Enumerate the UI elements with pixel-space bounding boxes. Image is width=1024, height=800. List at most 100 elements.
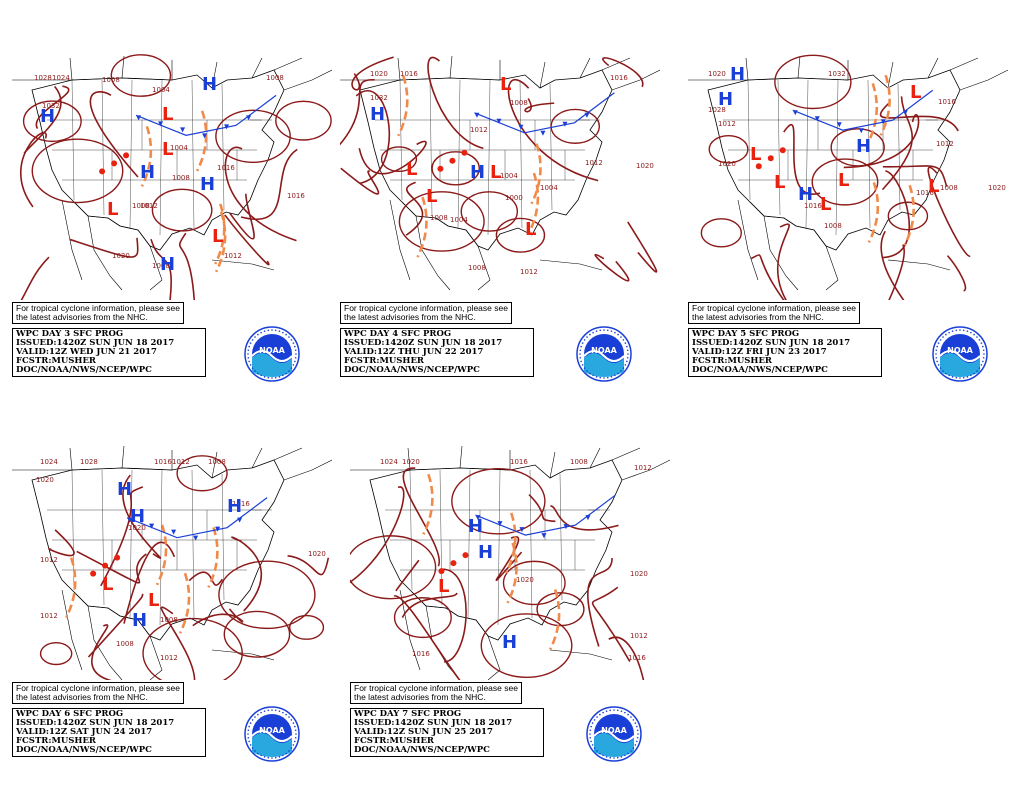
isobar-line <box>22 100 82 143</box>
isobar-line <box>35 85 70 130</box>
high-pressure-symbol: H <box>470 162 485 183</box>
tropical-note-line1: For tropical cyclone information, please… <box>16 683 180 693</box>
isobar-line <box>160 606 196 680</box>
cold-front-pip <box>193 535 199 541</box>
isobar-line <box>340 79 375 146</box>
prog-title: WPC DAY 6 SFC PROG <box>16 709 124 719</box>
isobar-line <box>774 54 852 110</box>
cold-front <box>135 94 277 136</box>
prog-title: WPC DAY 5 SFC PROG <box>692 329 800 339</box>
high-pressure-symbol: H <box>160 254 175 275</box>
isobar-label: 1008 <box>116 640 134 648</box>
tropical-cyclone-note: For tropical cyclone information, please… <box>340 302 512 324</box>
isobar-line <box>536 592 585 627</box>
isobar-line <box>224 146 297 242</box>
tropical-cyclone-note: For tropical cyclone information, please… <box>12 302 184 324</box>
trough-line <box>867 181 880 243</box>
isobar-line <box>218 560 316 630</box>
cold-front-pip <box>171 529 177 535</box>
cold-front-pip <box>562 121 568 127</box>
panel-day3: 1028 1024 1032 1008 1004 1004 1008 1012 1016 1008… <box>12 50 342 410</box>
cold-front-pip <box>585 515 591 521</box>
isobar-line <box>142 617 243 680</box>
isobar-line <box>550 108 601 144</box>
isobar-line <box>179 232 195 300</box>
trough-line <box>178 572 191 634</box>
trough-line <box>195 110 208 172</box>
warm-front-pip <box>90 570 97 577</box>
noaa-logo-container: NOAA <box>244 706 300 766</box>
isobar-line <box>495 217 546 253</box>
cold-front-pip <box>496 118 502 124</box>
isobar-label: 1004 <box>500 172 518 180</box>
trough-line <box>155 524 168 586</box>
isobar-label: 1020 <box>988 184 1006 192</box>
noaa-logo: NOAA <box>244 706 300 762</box>
isobar-line <box>811 158 879 206</box>
isobar-line <box>776 223 790 300</box>
warm-front-pip <box>779 147 786 154</box>
trough-line <box>506 542 518 604</box>
isobar-line <box>224 214 270 266</box>
isobar-label: 1012 <box>630 632 648 640</box>
valid-time: VALID:12Z WED JUN 21 2017 <box>16 347 157 357</box>
low-pressure-symbol: L <box>490 162 501 183</box>
isobar-label: 1020 <box>308 550 326 558</box>
panel-day4: 1020 1016 1032 1012 1008 1004 1000 1004 1012 1016… <box>340 50 670 410</box>
surface-map: 1024 1020 1016 1008 1012 1020 1016 1012 1020 1016… <box>350 445 671 680</box>
low-pressure-symbol: L <box>910 82 921 103</box>
isobar-line <box>100 486 144 587</box>
isobar-label: 1008 <box>940 184 958 192</box>
high-pressure-symbol: H <box>468 516 483 537</box>
isobar-label: 1012 <box>40 556 58 564</box>
valid-time: VALID:12Z SAT JUN 24 2017 <box>16 727 153 737</box>
trough-line <box>530 143 542 205</box>
low-pressure-symbol: L <box>162 104 173 125</box>
cold-front <box>792 89 934 131</box>
isobar-line <box>110 54 172 97</box>
isobar-label: 1008 <box>510 99 528 107</box>
surface-map: 1020 101610321012100810041000100410121016… <box>340 55 660 291</box>
high-pressure-symbol: H <box>478 542 493 563</box>
isobar-line <box>594 253 630 282</box>
isobar-line <box>87 593 144 658</box>
trough-line <box>903 184 915 246</box>
cold-front-pip <box>474 112 480 118</box>
high-pressure-symbol: H <box>856 136 871 157</box>
warm-front-pip <box>102 562 109 569</box>
cold-front-pip <box>880 119 886 125</box>
isobar-label: 1028 <box>34 74 52 82</box>
valid-time: VALID:12Z FRI JUN 23 2017 <box>692 347 827 357</box>
prog-title: WPC DAY 3 SFC PROG <box>16 329 124 339</box>
noaa-logo: NOAA <box>244 326 300 382</box>
isobar-line <box>23 85 62 154</box>
low-pressure-symbol: L <box>426 186 437 207</box>
high-pressure-symbol: H <box>730 64 745 85</box>
warm-front-pip <box>438 568 445 575</box>
isobar-label: 1016 <box>287 192 305 200</box>
valid-time: VALID:12Z SUN JUN 25 2017 <box>354 727 493 737</box>
noaa-logo: NOAA <box>932 326 988 382</box>
isobar-line <box>587 558 613 647</box>
cold-front <box>126 497 268 539</box>
cold-front-pip <box>180 127 186 133</box>
issued-time: ISSUED:1420Z SUN JUN 18 2017 <box>16 338 175 348</box>
trough-line <box>397 75 409 137</box>
isobar-line <box>830 128 885 167</box>
isobar-line <box>750 254 785 300</box>
tropical-note-line2: the latest advisories from the NHC. <box>16 312 148 322</box>
tropical-note-line1: For tropical cyclone information, please… <box>354 683 518 693</box>
noaa-logo-container: NOAA <box>576 326 632 386</box>
isobar-line <box>393 597 452 639</box>
cold-front-pip <box>563 524 569 530</box>
isobar-label: 1012 <box>718 120 736 128</box>
isobar-line <box>882 170 910 259</box>
isobar-label: 1020 <box>402 458 420 466</box>
cold-front-pip <box>149 523 155 529</box>
isobar-label: 1032 <box>370 94 388 102</box>
isobar-line <box>783 123 821 195</box>
isobar-label: 1024 <box>380 458 398 466</box>
cold-front-pip <box>224 124 230 130</box>
trough-line <box>207 526 219 588</box>
trough-line <box>422 473 434 535</box>
